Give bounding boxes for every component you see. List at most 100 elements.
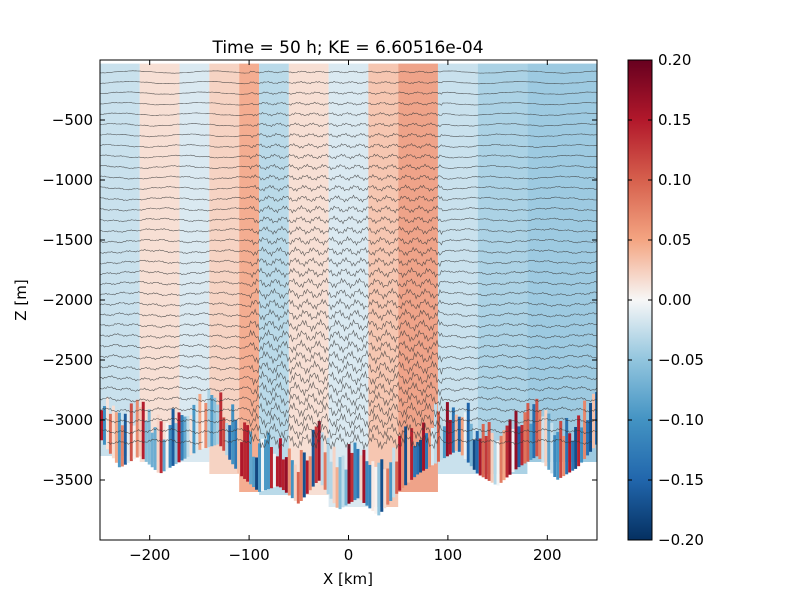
bottom-patch [111,405,115,459]
contour-line [100,132,597,139]
bottom-patch [144,420,148,462]
bottom-patch [147,409,151,465]
bottom-patch [556,432,560,480]
bottom-patch [222,417,226,451]
bottom-patch [258,443,262,492]
y-tick-label: −3000 [42,411,93,429]
bottom-patch [314,426,318,483]
bottom-patch [105,397,109,450]
bottom-patch [445,402,449,457]
contour-line [100,267,597,279]
bottom-patch [496,440,500,486]
bottom-patch [332,446,336,504]
bottom-patch [138,407,142,457]
contour-line [101,423,597,440]
bottom-patch [156,414,160,473]
bottom-patch [410,428,414,480]
contour-line [100,101,597,106]
bottom-patch [460,417,464,456]
bottom-patch [514,410,518,470]
bottom-patch [195,394,199,452]
bottom-patch [326,437,330,495]
bottom-patch [428,431,432,468]
bottom-patch [442,426,446,459]
bottom-patch [583,400,587,459]
bottom-patch [216,404,220,445]
contour-line [100,236,597,246]
bottom-patch [296,471,300,504]
contour-line [100,225,597,236]
plot-area [100,60,597,540]
bottom-patch [135,399,139,458]
bottom-patch [183,416,187,459]
bottom-patch [368,464,372,509]
isopycnal-contours [100,70,597,450]
bottom-patch [162,439,166,472]
bottom-patch [356,448,360,499]
bottom-patch [589,403,593,452]
contour-line [100,328,597,344]
bottom-patch [353,442,357,501]
bottom-patch [302,452,306,498]
bottom-patch [448,419,452,455]
bottom-patch [517,426,521,468]
y-axis-label: Z [m] [12,279,30,320]
bottom-patch [284,457,288,493]
bottom-patch [559,420,563,478]
chart-title: Time = 50 h; KE = 6.60516e-04 [211,38,483,58]
bottom-patch [365,461,369,506]
colorbar-tick-label: 0.20 [658,51,691,69]
bottom-patch [344,469,348,506]
bottom-patch [278,438,282,488]
bottom-patch [192,404,196,454]
bottom-patch [502,430,506,481]
bottom-patch [320,432,324,486]
colorbar-tick-label: −0.20 [658,531,704,549]
bottom-patch [204,402,208,449]
contour-line [100,163,597,171]
bottom-patch [165,422,169,470]
bottom-patch [565,417,569,475]
bottom-patch [240,442,244,477]
bottom-patch [475,430,479,474]
contour-line [100,184,597,192]
bottom-patches [100,388,597,516]
contour-line [100,256,597,268]
bottom-patch [422,422,426,471]
bottom-patch [511,428,515,473]
bottom-patch [359,455,363,501]
bottom-patch [189,415,193,456]
contour-line [100,111,597,117]
bottom-patch [210,395,214,447]
bottom-patch [272,453,276,488]
anomaly-band [259,63,289,495]
bottom-patch [481,423,485,478]
bottom-patch [186,415,190,457]
y-tick-label: −2500 [42,351,93,369]
bottom-patch [425,433,429,469]
contour-line [100,339,597,354]
bottom-patch [141,401,145,460]
bottom-patch [571,440,575,471]
bottom-patch [123,413,127,465]
bottom-patch [120,425,124,467]
colorbar: 0.20 0.15 0.10 0.05 0.00 −0.05 −0.10 −0.15 −0.20 [627,51,704,549]
x-tick-label: 100 [434,546,463,564]
contour-line [107,433,593,450]
bottom-patch [275,456,279,487]
contour-line [100,412,597,429]
bottom-patch [171,408,175,466]
contour-line [100,153,597,160]
bottom-patch [404,426,408,486]
contour-line [100,298,597,311]
bottom-patch [374,466,378,514]
bottom-patch [213,397,217,446]
bottom-patch [568,433,572,473]
bottom-patch [544,410,548,467]
bottom-patch [472,439,476,470]
bottom-patch [102,406,106,445]
contour-line [100,359,597,376]
x-tick-label: 0 [344,546,354,564]
bottom-patch [329,461,333,499]
bottom-patch [225,422,229,456]
